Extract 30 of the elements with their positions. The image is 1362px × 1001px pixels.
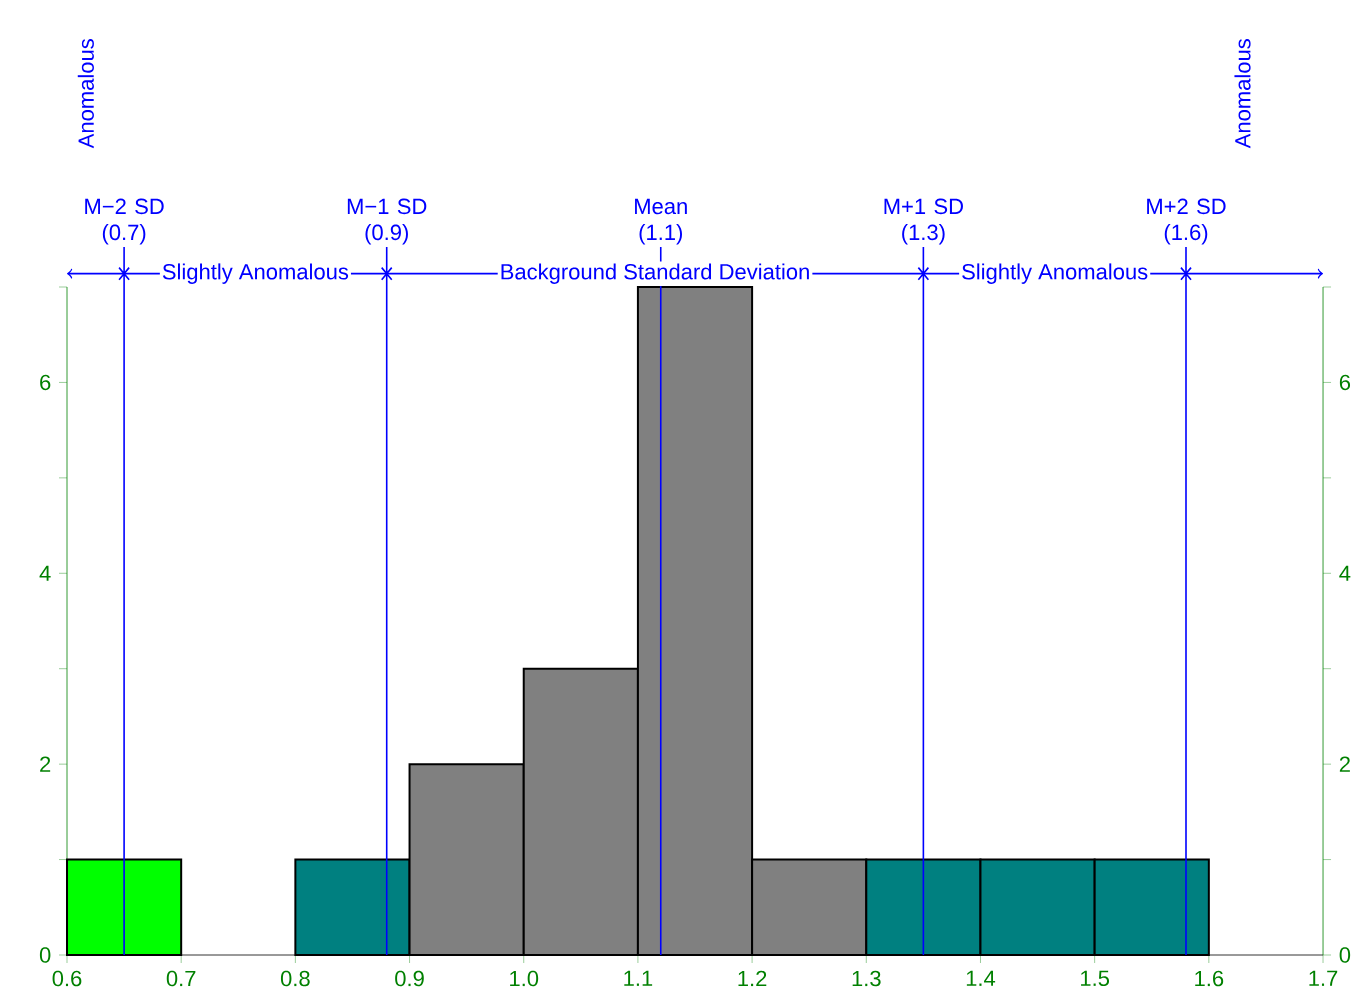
y2-tick-label: 0 bbox=[1339, 947, 1351, 963]
x-tick-label: 1.7 bbox=[1309, 970, 1338, 986]
x-tick-label: 1.0 bbox=[510, 970, 539, 987]
x-tick-label: 0.6 bbox=[52, 970, 82, 987]
ref-line-label: M−1 SD (0.9) bbox=[347, 198, 427, 245]
x-tick-label: 1.4 bbox=[966, 970, 996, 986]
text: Slightly Anomalous bbox=[962, 263, 1148, 284]
y2-tick-label: 2 bbox=[1339, 756, 1350, 772]
x-tick-label: 1.5 bbox=[1081, 970, 1110, 987]
x-tick-label: 0.9 bbox=[395, 970, 424, 987]
x-tick-label: 1.2 bbox=[738, 970, 767, 987]
text: Anomalous bbox=[1234, 39, 1251, 149]
x-tick-label: 1.1 bbox=[624, 970, 653, 986]
x-tick-label: 1.3 bbox=[852, 970, 881, 987]
x-tick-label: 0.8 bbox=[280, 970, 310, 987]
x-tick-label: 1.6 bbox=[1195, 970, 1224, 987]
ref-line-label: M−2 SD (0.7) bbox=[85, 198, 164, 245]
text: Anomalous bbox=[77, 39, 94, 149]
y-tick-label: 4 bbox=[39, 565, 51, 581]
y-tick-label: 6 bbox=[40, 374, 51, 391]
y-tick-label: 0 bbox=[39, 947, 51, 963]
y2-tick-label: 4 bbox=[1339, 565, 1351, 581]
y-tick-label: 2 bbox=[40, 756, 51, 772]
text: Slightly Anomalous bbox=[162, 263, 349, 284]
ref-line-label: M+2 SD (1.6) bbox=[1147, 198, 1226, 245]
text: Background Standard Deviation bbox=[501, 263, 809, 284]
ref-line-label: Mean (1.1) bbox=[635, 198, 687, 245]
x-tick-label: 0.7 bbox=[166, 970, 196, 987]
ref-line-label: M+1 SD (1.3) bbox=[884, 198, 963, 245]
y2-tick-label: 6 bbox=[1339, 374, 1351, 391]
